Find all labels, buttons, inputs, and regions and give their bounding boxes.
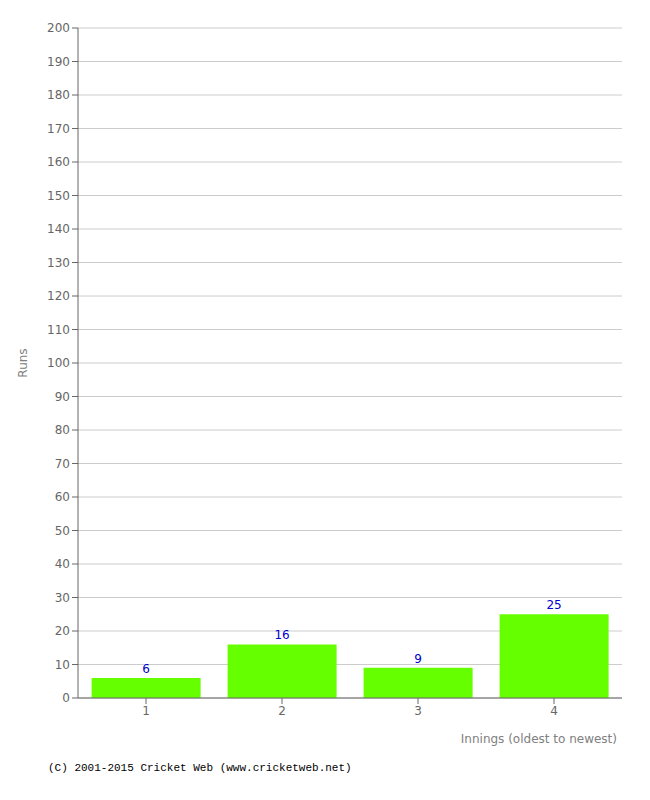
svg-text:70: 70: [55, 457, 70, 471]
svg-text:1: 1: [142, 704, 150, 718]
svg-text:2: 2: [278, 704, 286, 718]
svg-text:100: 100: [47, 356, 70, 370]
svg-text:140: 140: [47, 222, 70, 236]
svg-text:40: 40: [55, 557, 70, 571]
svg-text:10: 10: [55, 658, 70, 672]
svg-text:160: 160: [47, 155, 70, 169]
svg-text:Innings (oldest to newest): Innings (oldest to newest): [461, 732, 617, 746]
svg-text:110: 110: [47, 323, 70, 337]
svg-text:6: 6: [142, 662, 150, 676]
svg-text:150: 150: [47, 189, 70, 203]
svg-text:16: 16: [274, 628, 289, 642]
svg-text:20: 20: [55, 624, 70, 638]
svg-text:80: 80: [55, 423, 70, 437]
svg-text:120: 120: [47, 289, 70, 303]
svg-text:25: 25: [546, 598, 561, 612]
svg-text:190: 190: [47, 55, 70, 69]
svg-text:3: 3: [414, 704, 422, 718]
svg-text:30: 30: [55, 591, 70, 605]
svg-text:4: 4: [550, 704, 558, 718]
svg-text:170: 170: [47, 122, 70, 136]
svg-text:Runs: Runs: [16, 348, 30, 377]
svg-text:180: 180: [47, 88, 70, 102]
svg-text:50: 50: [55, 524, 70, 538]
svg-text:130: 130: [47, 256, 70, 270]
svg-text:200: 200: [47, 21, 70, 35]
svg-text:0: 0: [62, 691, 70, 705]
svg-text:90: 90: [55, 390, 70, 404]
svg-text:9: 9: [414, 652, 422, 666]
svg-text:60: 60: [55, 490, 70, 504]
html-text:(C) 2001-2015 Cricket Web (www: (C) 2001-2015 Cricket Web (www.cricketwe…: [48, 762, 352, 774]
